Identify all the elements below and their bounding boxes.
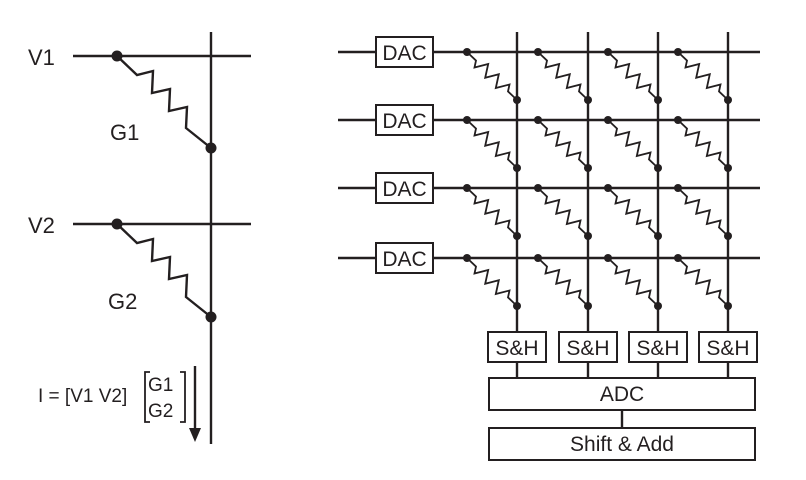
memristor-cell xyxy=(677,187,729,237)
sh-label: S&H xyxy=(636,337,679,360)
sh-box xyxy=(628,331,688,363)
column-node xyxy=(584,164,592,172)
sh-label: S&H xyxy=(495,337,538,360)
memristor-cell xyxy=(677,257,729,307)
sh-label: S&H xyxy=(566,337,609,360)
memristor-cell xyxy=(607,257,659,307)
dac-box xyxy=(375,104,434,136)
g2-resistor xyxy=(116,223,212,318)
dac-box xyxy=(375,172,434,204)
sample-hold-row: S&H S&H S&H S&H xyxy=(487,331,758,378)
sh-box xyxy=(698,331,758,363)
sh-box xyxy=(487,331,547,363)
left-circuit: V1 G1 V2 G2 I = [V1 V2] G1 G2 xyxy=(28,32,251,444)
memristor-cell xyxy=(537,119,589,169)
column-node xyxy=(654,302,662,310)
column-node xyxy=(724,96,732,104)
v2-label: V2 xyxy=(28,213,55,238)
column-node xyxy=(724,232,732,240)
dac-label: DAC xyxy=(382,110,426,133)
sh-box xyxy=(558,331,618,363)
memristor-cell xyxy=(677,51,729,101)
dac-box xyxy=(375,242,434,274)
g2-label: G2 xyxy=(108,289,137,314)
dac-box xyxy=(375,36,434,68)
memristor-cell xyxy=(466,257,518,307)
memristor-cell xyxy=(607,119,659,169)
dac-column: DAC DAC DAC DAC xyxy=(375,36,434,274)
adc-label: ADC xyxy=(600,383,644,406)
column-node xyxy=(584,302,592,310)
column-node xyxy=(724,302,732,310)
v1-label: V1 xyxy=(28,45,55,70)
column-node xyxy=(513,232,521,240)
column-node xyxy=(654,96,662,104)
memristor-cell xyxy=(537,187,589,237)
matrix-g1: G1 xyxy=(148,375,173,396)
column-node xyxy=(513,164,521,172)
column-node xyxy=(584,96,592,104)
dac-label: DAC xyxy=(382,248,426,271)
column-node xyxy=(724,164,732,172)
crossbar-cells xyxy=(463,48,732,310)
dac-label: DAC xyxy=(382,42,426,65)
memristor-cell xyxy=(466,119,518,169)
g1-resistor xyxy=(116,55,212,149)
memristor-cell xyxy=(466,187,518,237)
memristor-cell xyxy=(607,51,659,101)
memristor-cell xyxy=(537,257,589,307)
crossbar-array: DAC DAC DAC DAC S&H S&H S&H S&H ADC Shift & Ad… xyxy=(338,32,760,461)
sh-label: S&H xyxy=(706,337,749,360)
g1-label: G1 xyxy=(110,120,139,145)
dac-label: DAC xyxy=(382,178,426,201)
column-node xyxy=(513,96,521,104)
memristor-cell xyxy=(466,51,518,101)
matrix-g2: G2 xyxy=(148,401,173,422)
memristor-cell xyxy=(677,119,729,169)
adc-box xyxy=(488,377,756,411)
matrix-bracket-right xyxy=(180,371,186,423)
current-arrow-head xyxy=(189,428,201,442)
column-node xyxy=(654,232,662,240)
equation-lhs: I = [V1 V2] xyxy=(38,386,127,407)
memristor-cell xyxy=(537,51,589,101)
column-node xyxy=(654,164,662,172)
memristor-cell xyxy=(607,187,659,237)
column-node xyxy=(584,232,592,240)
shift-add-label: Shift & Add xyxy=(570,433,674,456)
column-node xyxy=(513,302,521,310)
shift-add-box xyxy=(488,427,756,461)
matrix-bracket-left xyxy=(144,371,150,423)
